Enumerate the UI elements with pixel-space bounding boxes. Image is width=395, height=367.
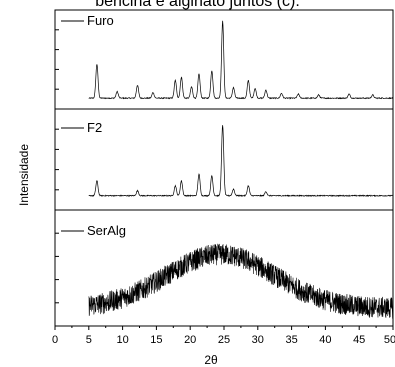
panel-f2-ticks	[55, 128, 59, 191]
y-axis-title: Intensidade	[17, 144, 31, 206]
x-axis-title: 2θ	[204, 353, 218, 367]
x-tick-label: 30	[252, 334, 264, 346]
legend-label-seralg: SerAlg	[87, 223, 126, 238]
panel-furo: Furo	[54, 9, 394, 110]
panel-f2: F2	[54, 108, 394, 211]
panel-seralg: SerAlg	[54, 209, 394, 327]
x-tick-label: 20	[184, 334, 196, 346]
x-tick-label: 15	[150, 334, 162, 346]
x-tick-label: 25	[218, 334, 230, 346]
panel-furo-ticks	[55, 29, 59, 90]
panel-seralg-ticks	[55, 232, 59, 304]
x-tick-label: 50	[384, 334, 395, 346]
legend-label-furo: Furo	[87, 13, 114, 28]
x-tick-label: 5	[86, 334, 92, 346]
x-tick-label: 35	[285, 334, 297, 346]
series-line-f2	[88, 125, 394, 198]
legend-label-f2: F2	[87, 120, 102, 135]
x-tick-label: 40	[319, 334, 331, 346]
x-tick-label: 10	[116, 334, 128, 346]
figure-caption: bericina e alginato juntos (c).	[95, 0, 300, 10]
series-line-furo	[88, 20, 394, 100]
x-axis: 0 5 10 15 20 25 30 35 40 45 50	[52, 326, 395, 346]
x-tick-label: 45	[353, 334, 365, 346]
series-line-seralg	[88, 243, 394, 319]
x-tick-label: 0	[52, 334, 58, 346]
